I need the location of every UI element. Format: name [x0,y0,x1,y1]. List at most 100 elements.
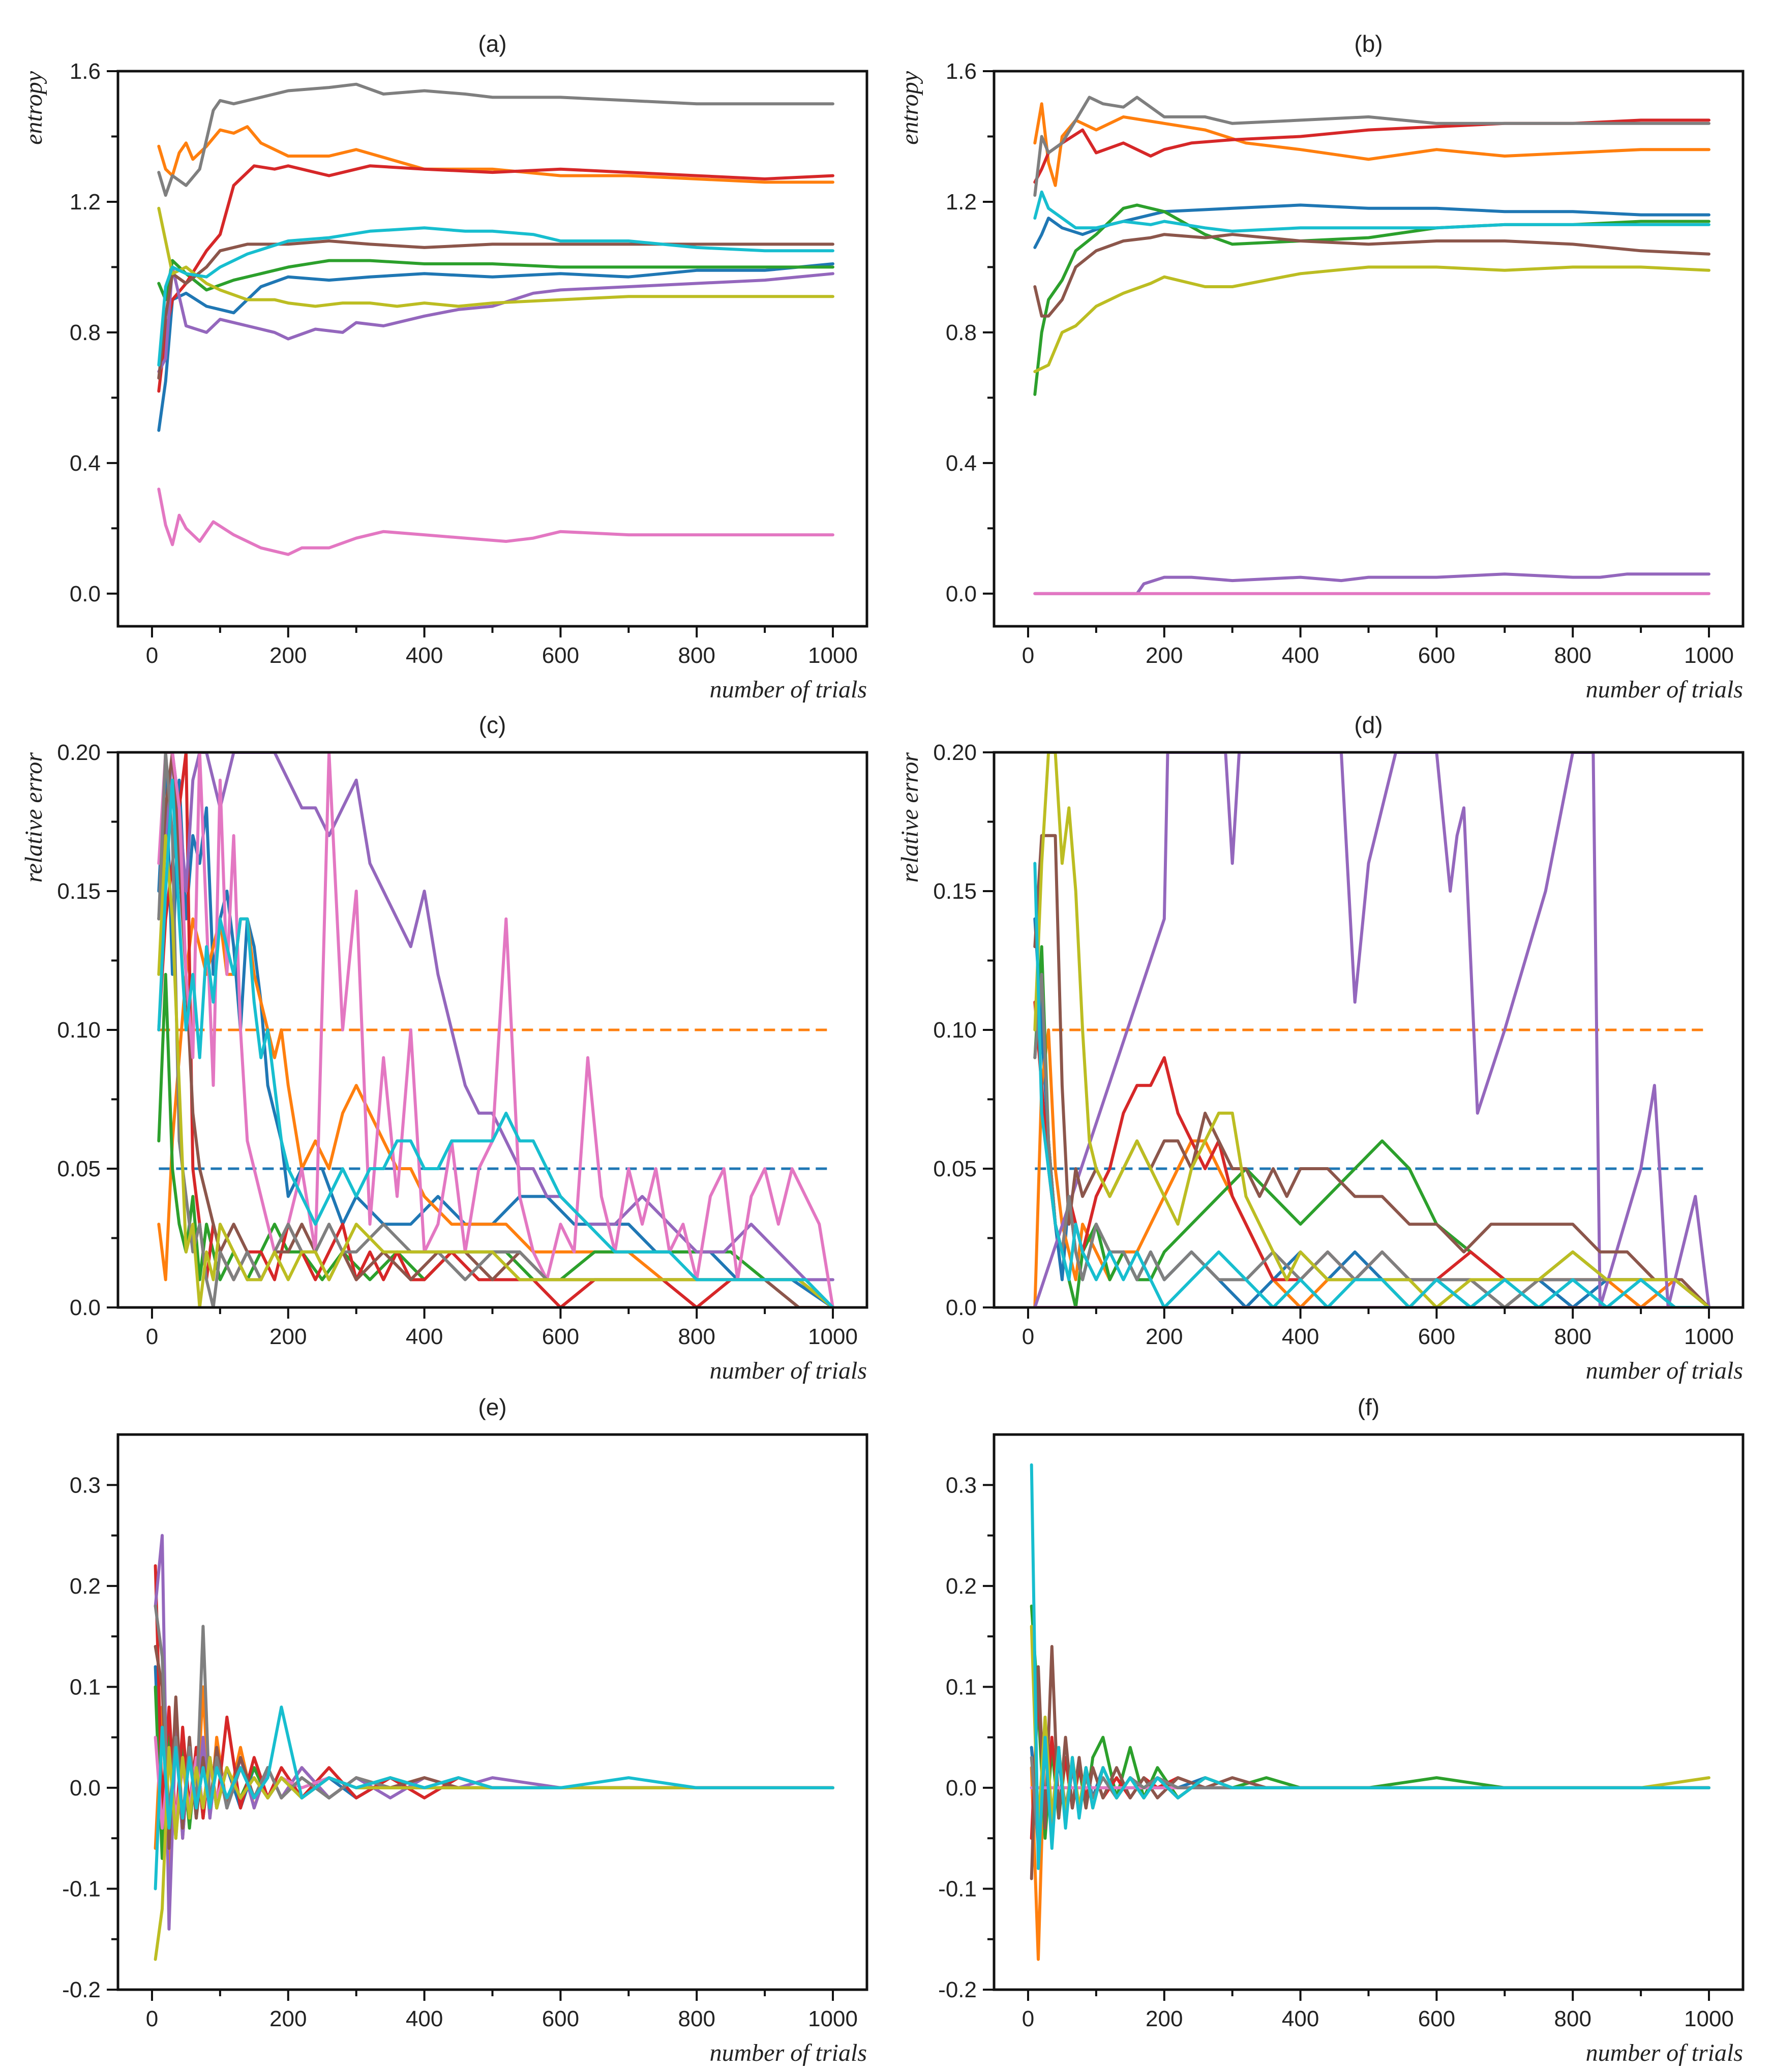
y-tick-label: 0.0 [946,582,977,606]
y-tick-label: 0.0 [70,1776,101,1801]
series-line-s6 [1033,233,1710,318]
series-line-s9 [157,834,834,1307]
series-line-s10 [1033,862,1710,1307]
y-axis-label: entropy [896,71,923,145]
series-line-s5 [157,265,834,373]
x-tick-label: 800 [678,1324,715,1349]
series-line-s10 [1030,1463,1710,1870]
x-tick-label: 0 [1022,2006,1034,2031]
panel-title: (d) [1354,712,1383,738]
y-tick-label: 0.8 [946,320,977,345]
x-tick-label: 0 [146,2006,158,2031]
y-tick-label: 0.20 [57,740,101,765]
series-line-s5 [1033,752,1710,1307]
x-tick-label: 200 [269,1324,307,1349]
series-line-s7 [157,487,834,556]
series-line-s1 [1033,203,1710,249]
x-tick-label: 1000 [1684,1324,1734,1349]
x-tick-label: 1000 [808,2006,858,2031]
y-tick-label: 1.2 [70,190,101,215]
series-line-s9 [1033,265,1710,373]
y-tick-label: 0.15 [933,879,977,904]
panel-d: (d) 0 200 400 600 800 1000 0.0 0.05 0.10 0.15 0.20 n… [896,712,1745,1384]
y-tick-label: 0.2 [946,1574,977,1599]
series-line-s10 [157,226,834,367]
x-tick-label: 400 [406,1324,443,1349]
x-tick-label: 400 [406,643,443,668]
x-tick-label: 400 [406,2006,443,2031]
series-line-s9 [157,206,834,308]
y-tick-label: -0.1 [938,1876,977,1901]
x-tick-label: 600 [542,643,579,668]
x-tick-label: 1000 [808,643,858,668]
series-line-s6 [1033,834,1710,1307]
panel-e: (e) 0 200 400 600 800 1000 -0.2 -0.1 0.0 0.1 0.2 0.3… [62,1394,868,2066]
series-line-s5 [157,752,834,1282]
y-axis-label: relative error [896,752,923,883]
x-tick-label: 200 [269,2006,307,2031]
y-tick-label: 0.8 [70,320,101,345]
series-line-s10 [157,778,834,1307]
y-tick-label: 1.6 [70,59,101,84]
panel-c: (c) 0 200 400 600 800 1000 0.0 0.05 0.10 0.15 0.20 n… [20,712,868,1384]
x-tick-label: 200 [1146,2006,1183,2031]
plot-area [1033,752,1710,1307]
plot-area [1030,1463,1710,1961]
x-tick-label: 200 [1146,643,1183,668]
x-tick-label: 0 [1022,1324,1034,1349]
y-tick-label: 0.1 [70,1674,101,1699]
x-tick-label: 600 [1418,2006,1455,2031]
y-tick-label: 1.6 [946,59,977,84]
x-tick-label: 600 [542,1324,579,1349]
x-tick-label: 600 [1418,643,1455,668]
y-tick-label: 0.0 [70,582,101,606]
series-line-s8 [1033,96,1710,197]
x-tick-label: 600 [1418,1324,1455,1349]
panel-a: (a) 0 200 400 600 800 1000 0.0 0.4 0.8 1.2 1.6 numbe… [20,31,868,703]
panel-b: (b) 0 200 400 600 800 1000 0.0 0.4 0.8 1.2 1.6 numbe… [896,31,1745,703]
x-axis-label: number of trials [1586,1357,1743,1384]
x-tick-label: 1000 [1684,2006,1734,2031]
y-tick-label: 0.05 [57,1156,101,1181]
panel-title: (a) [478,31,506,57]
y-tick-label: 0.05 [933,1156,977,1181]
y-tick-label: 0.20 [933,740,977,765]
y-tick-label: -0.2 [62,1977,101,2002]
panel-title: (f) [1358,1394,1379,1420]
x-axis-label: number of trials [710,1357,867,1384]
x-tick-label: 0 [146,643,158,668]
y-tick-label: 0.0 [946,1776,977,1801]
y-tick-label: 0.3 [70,1473,101,1498]
x-tick-label: 800 [1554,2006,1591,2031]
x-tick-label: 0 [146,1324,158,1349]
x-tick-label: 200 [269,643,307,668]
y-tick-label: -0.2 [938,1977,977,2002]
x-tick-label: 800 [1554,1324,1591,1349]
series-line-s1 [157,262,834,432]
panel-title: (c) [479,712,506,738]
y-tick-label: 0.15 [57,879,101,904]
y-tick-label: 0.4 [946,451,977,476]
panel-title: (e) [478,1394,506,1420]
y-tick-label: 1.2 [946,190,977,215]
series-line-s10 [1033,190,1710,233]
x-axis-label: number of trials [1586,2039,1743,2066]
series-line-s10 [154,1705,834,1891]
x-tick-label: 400 [1282,1324,1319,1349]
x-tick-label: 1000 [1684,643,1734,668]
x-tick-label: 400 [1282,643,1319,668]
y-tick-label: 0.0 [946,1295,977,1320]
plot-area [154,1534,834,1961]
x-tick-label: 800 [678,2006,715,2031]
x-axis-label: number of trials [1586,676,1743,703]
y-axis-label: entropy [20,71,47,145]
series-line-s9 [1033,752,1710,1307]
y-axis-label: relative error [20,752,47,883]
panel-title: (b) [1354,31,1383,57]
x-tick-label: 1000 [808,1324,858,1349]
y-tick-label: 0.10 [933,1018,977,1043]
x-tick-label: 200 [1146,1324,1183,1349]
plot-area [157,752,834,1307]
